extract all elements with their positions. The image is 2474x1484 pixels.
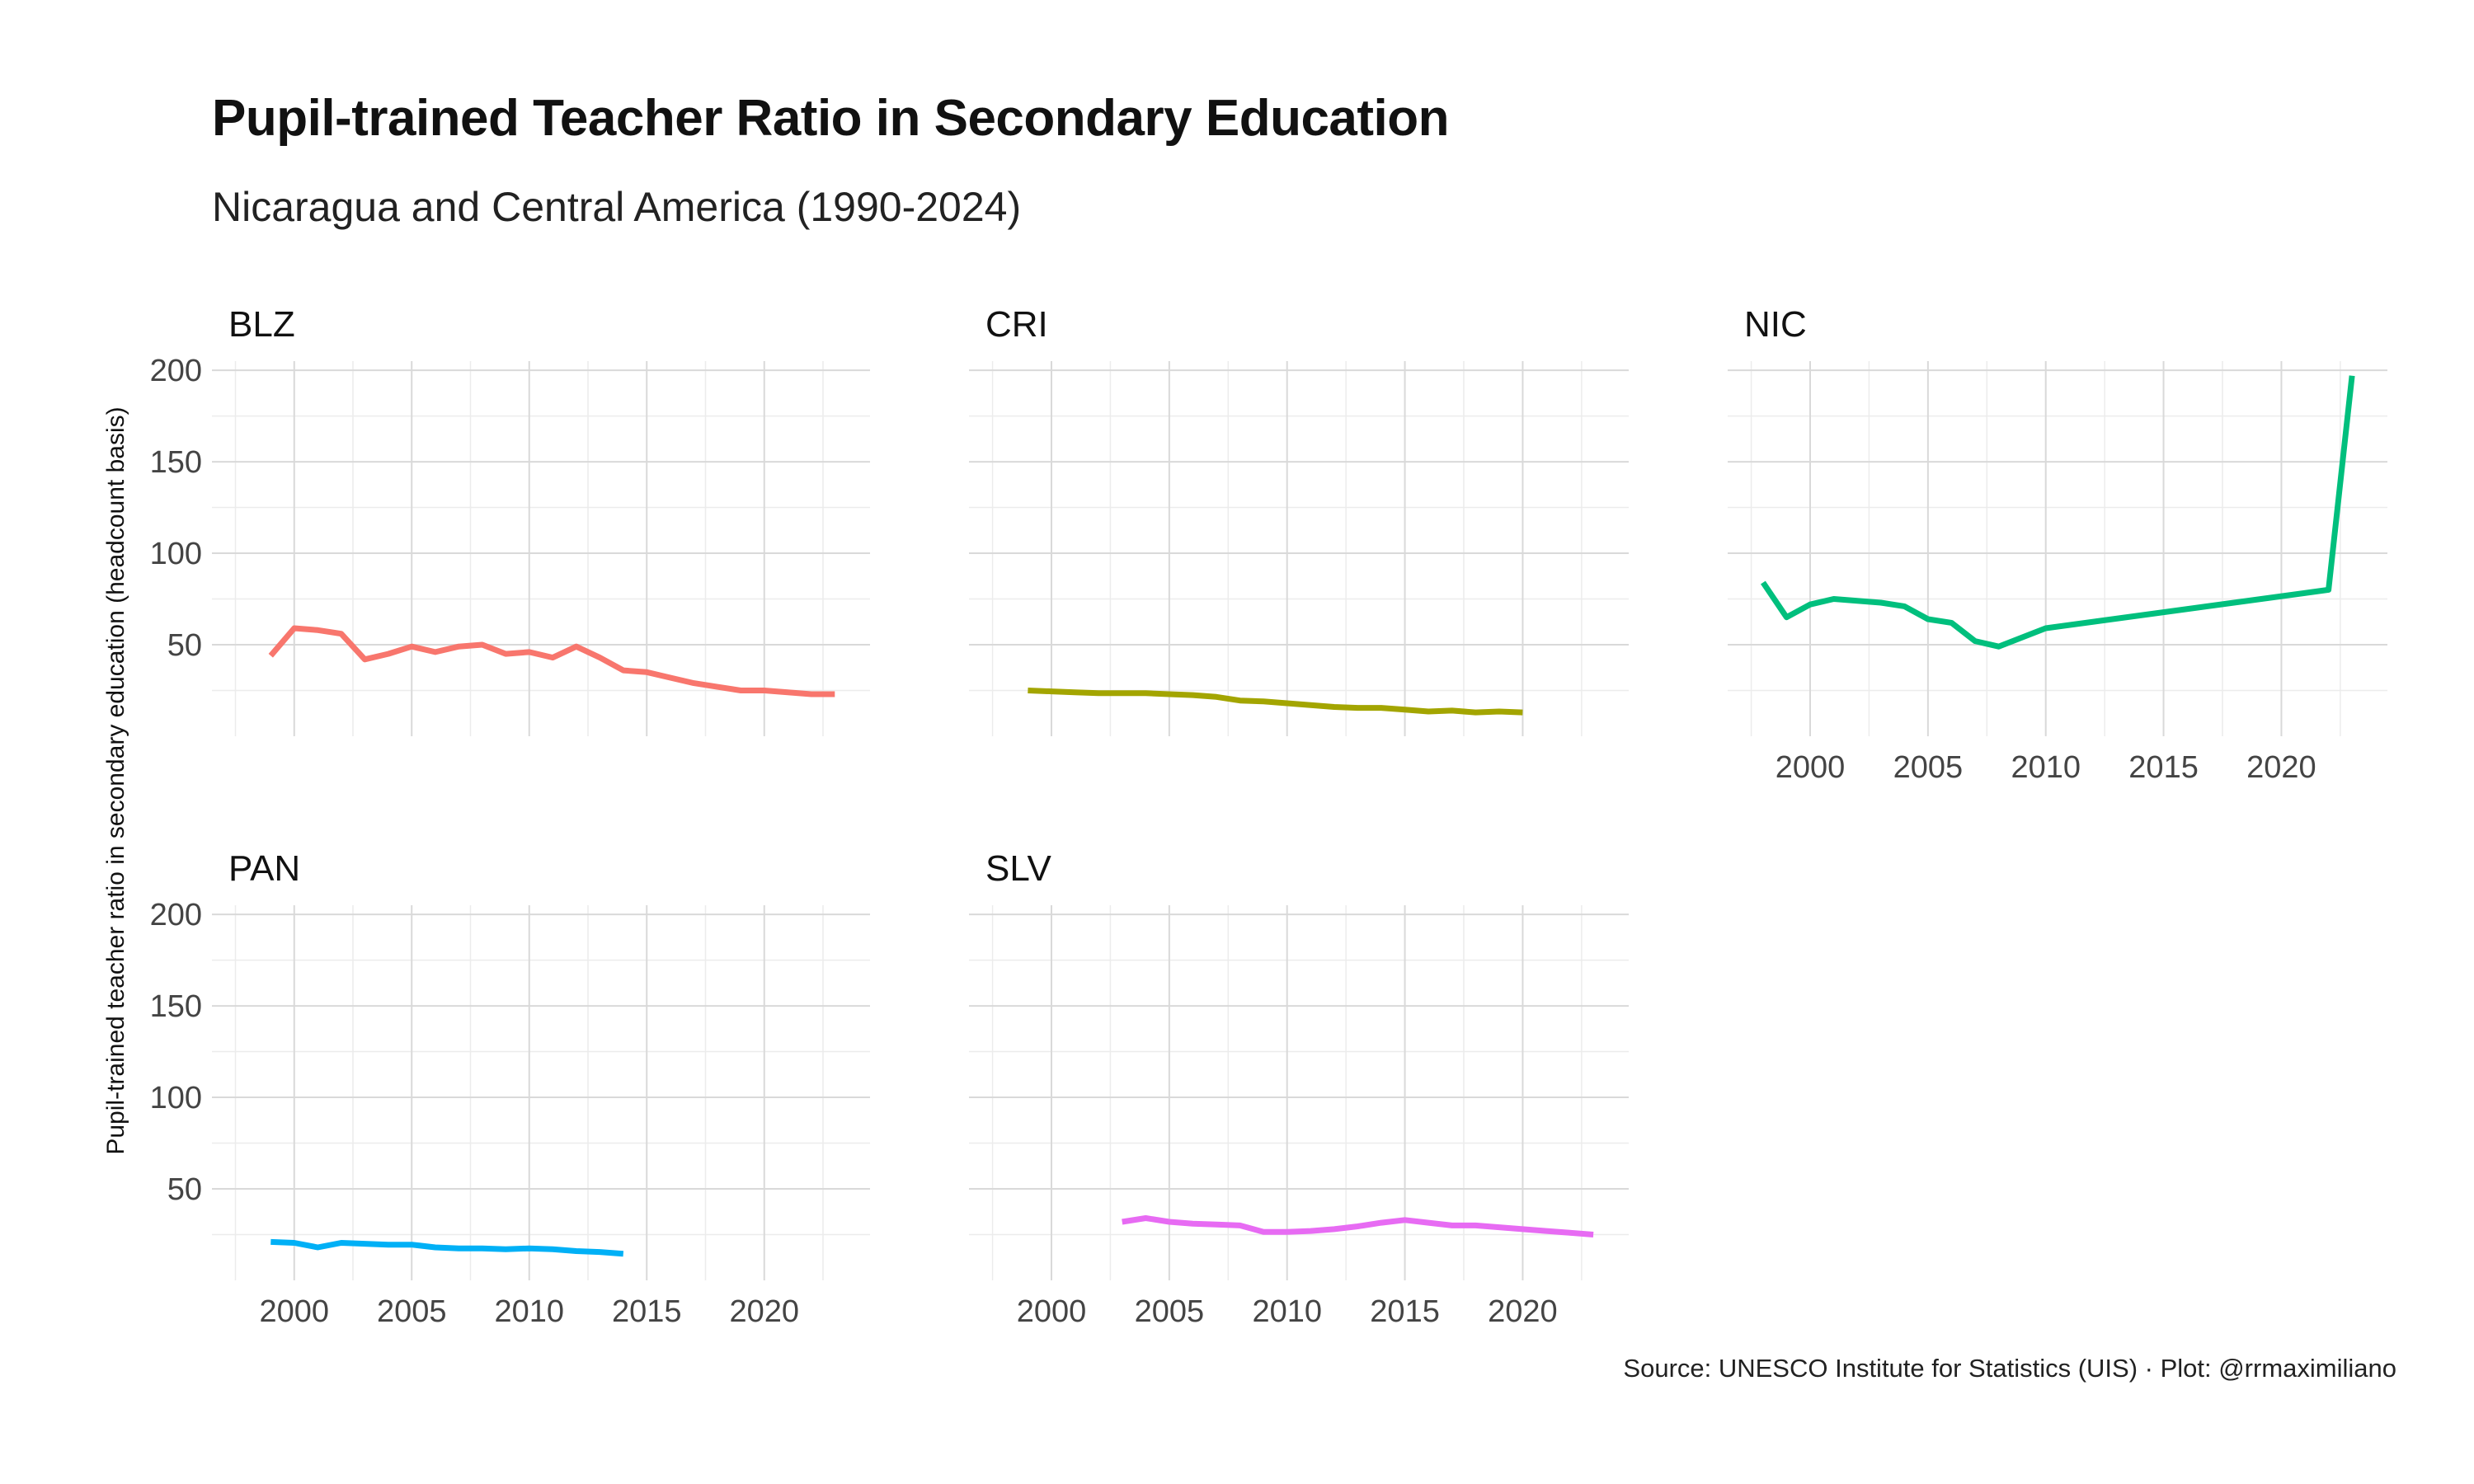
- series-line-blz: [268, 625, 835, 697]
- y-tick-label: 100: [150, 1081, 202, 1115]
- x-tick-label: 2000: [1017, 1294, 1087, 1329]
- y-tick-label: 200: [150, 898, 202, 932]
- x-tick-label: 2020: [729, 1294, 799, 1329]
- series-line-pan: [270, 1238, 624, 1257]
- x-tick-label: 2015: [1370, 1294, 1440, 1329]
- panel-blz: BLZ 50 100 150 200: [150, 304, 870, 736]
- y-tick-label: 150: [150, 989, 202, 1024]
- panel-label: BLZ: [228, 304, 295, 345]
- x-tick-label: 2010: [2011, 750, 2081, 785]
- x-tick-label: 2015: [2128, 750, 2199, 785]
- y-tick-label: 200: [150, 354, 202, 388]
- y-tick-label: 100: [150, 537, 202, 571]
- panel-cri: CRI: [969, 304, 1629, 736]
- panel-label: SLV: [985, 848, 1052, 889]
- x-tick-label: 2005: [1893, 750, 1964, 785]
- panel-label: NIC: [1744, 304, 1807, 345]
- x-tick-label: 2005: [377, 1294, 447, 1329]
- y-tick-label: 50: [167, 1172, 202, 1207]
- chart-title: Pupil-trained Teacher Ratio in Secondary…: [212, 90, 1450, 147]
- panel-label: PAN: [228, 848, 300, 889]
- panel-nic: NIC 2000 2005 2010 2015 2020: [1728, 304, 2387, 785]
- chart-subtitle: Nicaragua and Central America (1990-2024…: [212, 184, 1022, 230]
- y-tick-label: 150: [150, 445, 202, 480]
- x-tick-label: 2015: [612, 1294, 682, 1329]
- x-tick-label: 2000: [1776, 750, 1846, 785]
- x-tick-label: 2010: [494, 1294, 564, 1329]
- series-line-slv: [1122, 1215, 1594, 1237]
- x-tick-label: 2010: [1252, 1294, 1322, 1329]
- y-axis-title: Pupil-trained teacher ratio in secondary…: [102, 406, 129, 1154]
- panel-pan: PAN 50 100 150 200 2000 2005 2010 2015 2020: [150, 848, 870, 1329]
- x-tick-label: 2020: [2246, 750, 2316, 785]
- x-tick-label: 2020: [1488, 1294, 1558, 1329]
- chart-caption: Source: UNESCO Institute for Statistics …: [1623, 1354, 2396, 1383]
- series-line-nic: [1761, 375, 2355, 650]
- y-tick-label: 50: [167, 628, 202, 663]
- x-tick-label: 2000: [259, 1294, 329, 1329]
- series-line-cri: [1028, 688, 1523, 716]
- panel-slv: SLV 2000 2005 2010 2015 2020: [969, 848, 1629, 1329]
- panel-label: CRI: [985, 304, 1048, 345]
- x-tick-label: 2005: [1135, 1294, 1205, 1329]
